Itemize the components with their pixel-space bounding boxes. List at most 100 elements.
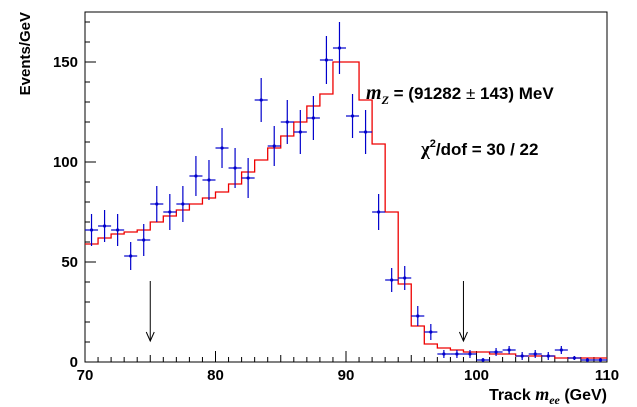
axis-ticks — [84, 21, 608, 363]
data-point — [567, 356, 581, 360]
data-point — [489, 348, 503, 356]
data-point — [593, 358, 607, 362]
data-point — [163, 194, 177, 230]
data-marker — [429, 330, 433, 334]
x-tick-label: 100 — [464, 367, 489, 384]
y-tick-label: 50 — [61, 254, 78, 271]
y-axis-label: Events/GeV — [17, 12, 34, 95]
data-point — [241, 158, 255, 198]
data-point — [124, 242, 138, 270]
data-marker — [181, 202, 185, 206]
data-marker — [311, 116, 315, 120]
data-point — [202, 160, 216, 200]
data-point — [385, 268, 399, 292]
data-marker — [129, 254, 133, 258]
data-point — [189, 156, 203, 196]
y-tick-labels: 0 50 100 150 — [53, 54, 78, 371]
data-point — [528, 350, 542, 358]
y-tick-label: 0 — [70, 354, 78, 371]
fit-layer — [85, 61, 607, 359]
data-point — [346, 94, 360, 138]
data-marker — [89, 228, 94, 232]
data-marker — [533, 352, 537, 356]
x-tick-label: 80 — [207, 367, 224, 384]
data-point — [85, 214, 99, 246]
x-tick-label: 90 — [338, 367, 355, 384]
data-point — [359, 110, 373, 154]
data-marker — [272, 144, 276, 148]
data-marker — [390, 278, 394, 282]
data-marker — [559, 348, 563, 352]
data-marker — [507, 348, 511, 352]
data-point — [541, 352, 555, 360]
data-marker — [337, 46, 342, 50]
y-tick-label: 150 — [53, 54, 78, 71]
data-marker — [168, 210, 172, 214]
data-point — [398, 266, 412, 290]
data-marker — [416, 314, 420, 318]
data-marker — [246, 176, 250, 180]
data-marker — [363, 130, 368, 134]
data-point — [424, 324, 438, 340]
data-point — [150, 186, 164, 222]
data-marker — [116, 228, 120, 232]
data-point — [293, 110, 307, 154]
data-marker — [442, 352, 446, 356]
arrow-layer — [145, 281, 468, 343]
data-marker — [494, 350, 498, 354]
data-marker — [102, 224, 107, 228]
y-tick-label: 100 — [53, 154, 78, 171]
x-axis-label-variable: m — [535, 384, 549, 404]
data-point — [580, 358, 594, 362]
data-point — [267, 126, 281, 166]
data-marker — [207, 178, 211, 182]
data-marker — [520, 354, 524, 358]
data-marker — [481, 358, 485, 362]
data-point — [254, 78, 268, 122]
data-layer — [85, 22, 607, 362]
data-point — [372, 194, 386, 230]
data-marker — [377, 210, 381, 214]
x-axis-label: Track mee (GeV) — [489, 384, 607, 407]
data-point — [515, 352, 529, 360]
x-tick-label: 70 — [77, 367, 94, 384]
data-point — [280, 100, 294, 144]
data-point — [463, 350, 477, 358]
data-point — [137, 224, 151, 256]
data-marker — [194, 174, 198, 178]
data-point — [411, 306, 425, 326]
data-marker — [403, 276, 407, 280]
data-marker — [455, 352, 459, 356]
data-point — [306, 96, 320, 140]
x-tick-label: 110 — [595, 367, 619, 384]
data-marker — [350, 114, 355, 118]
data-marker — [468, 352, 472, 356]
data-point — [502, 346, 516, 354]
cut-arrow — [145, 281, 155, 343]
data-marker — [142, 238, 146, 242]
data-point — [554, 346, 568, 354]
data-marker — [155, 202, 159, 206]
data-marker — [285, 120, 289, 124]
data-point — [332, 22, 346, 74]
data-marker — [324, 58, 329, 62]
data-marker — [585, 358, 590, 362]
data-marker — [298, 130, 302, 134]
data-marker — [598, 358, 603, 362]
cut-arrow — [458, 281, 468, 343]
data-marker — [546, 354, 550, 358]
data-marker — [233, 166, 237, 170]
cut-arrow-head — [458, 331, 468, 343]
data-point — [437, 350, 451, 358]
chi2-annotation: χ2/dof = 30 / 22 — [420, 138, 538, 160]
plot-frame — [84, 11, 608, 363]
data-point — [98, 210, 112, 242]
data-point — [319, 36, 333, 84]
data-marker — [220, 146, 224, 150]
data-point — [450, 350, 464, 358]
data-point — [111, 214, 125, 246]
mass-annotation: mZ = (91282 ± 143) MeV — [366, 82, 554, 107]
data-point — [215, 128, 229, 168]
data-point — [228, 148, 242, 188]
